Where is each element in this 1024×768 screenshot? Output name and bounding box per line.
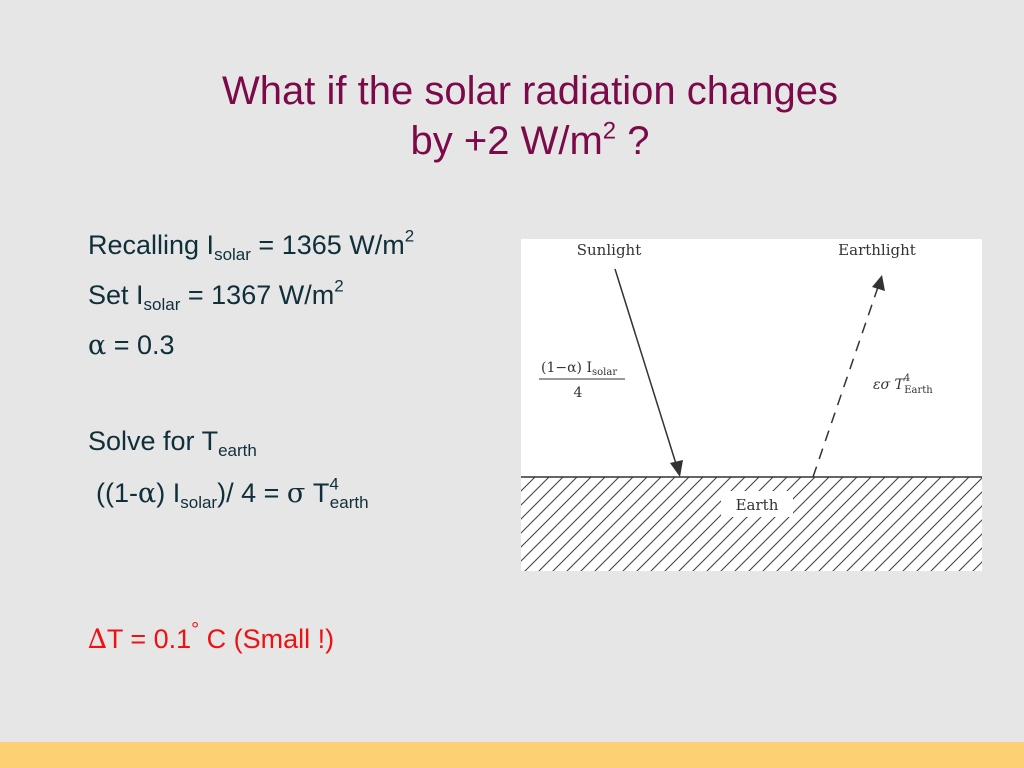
set-subscript: solar (143, 294, 181, 314)
sunlight-label: Sunlight (577, 241, 641, 259)
solve-subscript: earth (218, 440, 257, 460)
earth-label-bg (721, 491, 793, 517)
set-text: Set I (88, 280, 144, 310)
title-line-2: by +2 W/m2 ? (0, 116, 1024, 166)
recalling-line: Recalling Isolar = 1365 W/m2 (88, 227, 414, 264)
title-line-1: What if the solar radiation changes (222, 69, 838, 113)
emission-superscript: 4 (904, 373, 910, 384)
solve-text: Solve for T (88, 426, 219, 456)
equation-open: ((1- (96, 478, 138, 508)
set-superscript: 2 (334, 276, 344, 296)
recalling-value: = 1365 W/m (250, 230, 405, 260)
result-value: T = 0.1 (106, 624, 192, 654)
recalling-text: Recalling I (88, 230, 215, 260)
solar-in-numerator-text: (1−α) I (541, 360, 592, 376)
set-value: = 1367 W/m (180, 280, 335, 310)
slide-title: What if the solar radiation changes by +… (0, 66, 1024, 166)
sunlight-arrow-line (614, 268, 678, 468)
emission-label: εσ T4 Earth (873, 373, 933, 396)
delta-symbol: ∆ (88, 624, 107, 655)
albedo-line: α = 0.3 (88, 330, 175, 361)
result-unit: C (Small !) (199, 624, 335, 654)
equation-alpha: α (138, 478, 157, 509)
emission-text: εσ T (873, 377, 906, 393)
radiation-diagram: Earth Sunlight Earthlight (1−α) Isolar 4… (521, 239, 982, 571)
equation-line: ((1-α) Isolar)/ 4 = σ T4earth (96, 475, 369, 512)
solar-in-numerator: (1−α) Isolar (541, 360, 617, 378)
solve-line: Solve for Tearth (88, 426, 257, 460)
equation-temperature: T (305, 478, 330, 508)
earth-label: Earth (736, 496, 779, 514)
alpha-symbol: α (88, 330, 107, 361)
equation-intensity: ) I (156, 478, 181, 508)
equation-power: 4 (329, 474, 339, 494)
recalling-superscript: 2 (404, 226, 415, 246)
equation-earth-subscript: earth (329, 492, 369, 512)
title-line-2-suffix: ? (616, 119, 650, 163)
equation-solar-subscript: solar (180, 492, 218, 512)
radiation-diagram-svg: Earth Sunlight Earthlight (1−α) Isolar 4… (521, 241, 982, 571)
recalling-subscript: solar (214, 244, 251, 264)
solar-in-subscript: solar (592, 367, 617, 378)
title-line-2-text: by +2 W/m (410, 119, 603, 163)
solar-in-denominator: 4 (574, 385, 583, 401)
sunlight-arrow-head (670, 460, 683, 477)
emission-subscript: Earth (904, 385, 933, 396)
equation-middle: )/ 4 = (217, 478, 287, 508)
result-line: ∆T = 0.1° C (Small !) (88, 620, 335, 655)
degree-symbol: ° (191, 619, 200, 641)
equation-sigma: σ (286, 478, 306, 509)
title-superscript: 2 (602, 117, 617, 145)
set-line: Set Isolar = 1367 W/m2 (88, 277, 344, 314)
footer-bar (0, 742, 1024, 768)
earthlight-label: Earthlight (838, 241, 916, 259)
earthlight-arrow-line (812, 286, 879, 478)
albedo-value: = 0.3 (106, 330, 175, 360)
earthlight-arrow-head (872, 275, 885, 291)
